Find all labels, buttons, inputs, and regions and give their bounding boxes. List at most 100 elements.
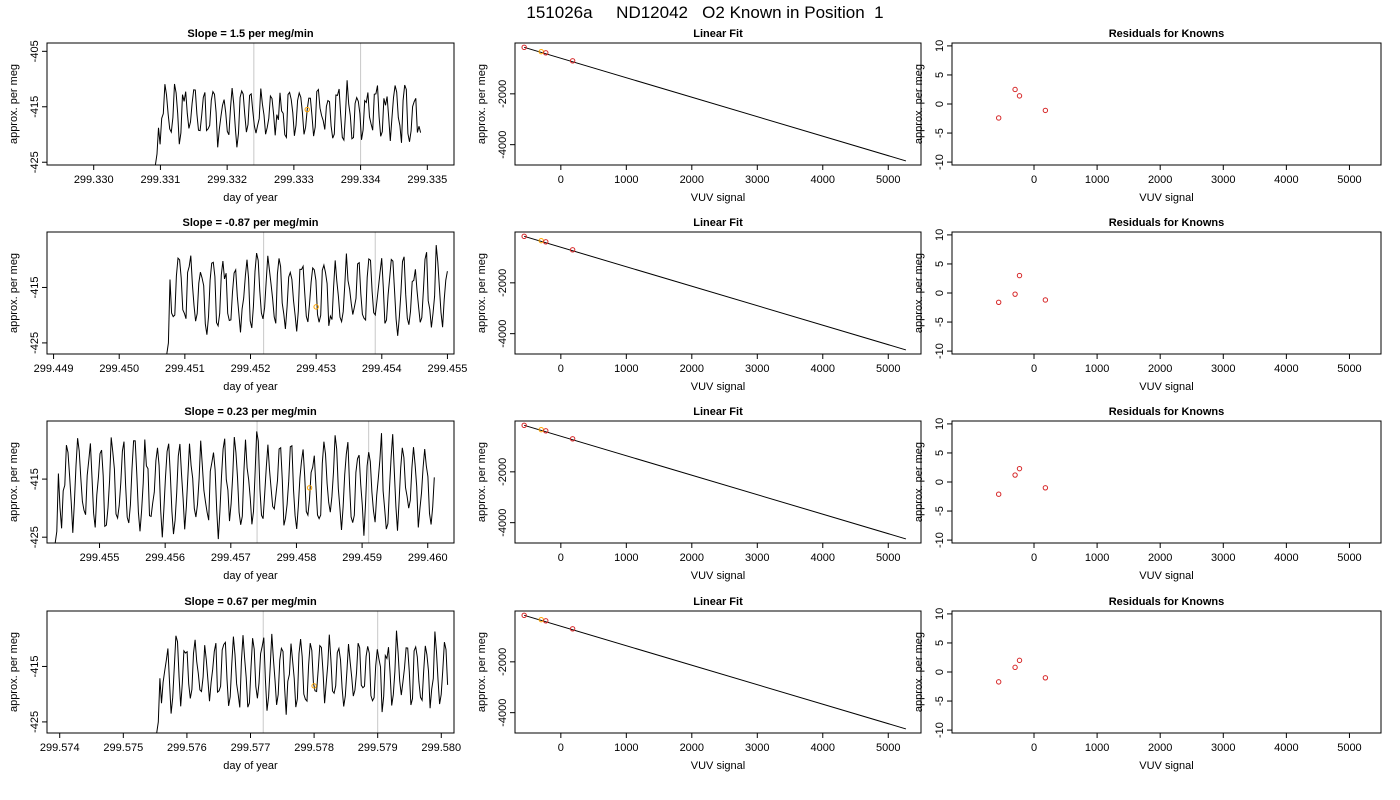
data-point — [569, 626, 576, 632]
fit-line — [524, 235, 907, 351]
y-tick-label: -4000 — [497, 509, 509, 537]
x-tick-label: 5000 — [1337, 174, 1361, 186]
panel-3-1: Linear Fit 0 1000 2000 3000 4000 5000 -2000 -400… — [476, 596, 922, 772]
x-tick-label: 0 — [558, 552, 564, 564]
y-tick-label: -415 — [29, 655, 41, 677]
x-tick-label: 3000 — [745, 363, 769, 375]
data-point — [569, 436, 576, 442]
x-tick-label: 3000 — [745, 174, 769, 186]
data-point — [1042, 297, 1049, 303]
plot-area — [521, 612, 907, 730]
y-axis-label: approx. per meg — [476, 632, 488, 712]
panel-2-0: Slope = 0.23 per meg/min 299.455 299.456 29… — [8, 406, 455, 582]
y-tick-label: -425 — [29, 711, 41, 733]
x-tick-label: 1000 — [614, 363, 638, 375]
y-tick-label: -5 — [934, 506, 946, 516]
x-tick-label: 299.449 — [34, 363, 74, 375]
fit-line — [524, 614, 907, 730]
x-axis-label: day of year — [223, 381, 278, 393]
y-axis-label: approx. per meg — [8, 632, 20, 712]
data-point — [1016, 657, 1023, 664]
y-axis-label: approx. per meg — [476, 64, 488, 144]
data-point — [1012, 472, 1018, 478]
x-tick-label: 3000 — [745, 552, 769, 564]
data-point — [543, 428, 549, 434]
marker-point — [311, 683, 317, 689]
x-tick-label: 299.330 — [74, 174, 114, 186]
data-point — [1042, 107, 1049, 114]
panel-title: Residuals for Knowns — [1109, 406, 1225, 418]
panel-1-1: Linear Fit 0 1000 2000 3000 4000 5000 -2000 -400… — [476, 217, 922, 393]
x-axis-label: day of year — [223, 760, 278, 772]
x-tick-label: 0 — [558, 363, 564, 375]
y-tick-label: -415 — [29, 468, 41, 490]
panel-frame — [46, 420, 455, 544]
x-axis-label: VUV signal — [691, 192, 745, 204]
x-tick-label: 1000 — [1085, 174, 1109, 186]
x-axis-label: VUV signal — [1139, 760, 1193, 772]
x-axis-label: VUV signal — [691, 760, 745, 772]
panel-title: Linear Fit — [693, 596, 743, 608]
x-tick-label: 299.460 — [408, 552, 448, 564]
data-point — [543, 239, 549, 245]
panel-title: Linear Fit — [693, 406, 743, 418]
x-tick-label: 0 — [1031, 742, 1037, 754]
data-point — [1016, 465, 1023, 472]
panel-1-0: Slope = -0.87 per meg/min 299.449 299.450 2… — [8, 217, 467, 393]
plot-area — [156, 611, 449, 733]
x-tick-label: 0 — [558, 174, 564, 186]
plot-area — [521, 44, 907, 162]
panel-title: Residuals for Knowns — [1109, 217, 1225, 229]
panel-title: Residuals for Knowns — [1109, 596, 1225, 608]
x-axis-label: VUV signal — [1139, 192, 1193, 204]
data-point — [1012, 664, 1018, 671]
x-tick-label: 2000 — [1148, 742, 1172, 754]
y-tick-label: -4000 — [497, 131, 509, 159]
x-tick-label: 3000 — [1211, 363, 1235, 375]
y-tick-label: 10 — [934, 229, 946, 241]
x-tick-label: 299.577 — [231, 742, 271, 754]
data-point — [1042, 485, 1049, 491]
panel-frame — [514, 610, 922, 734]
panel-2-1: Linear Fit 0 1000 2000 3000 4000 5000 -2000 -400… — [476, 406, 922, 582]
y-tick-label: 0 — [934, 290, 946, 296]
y-tick-label: -2000 — [497, 80, 509, 108]
x-tick-label: 2000 — [1148, 174, 1172, 186]
x-tick-label: 5000 — [1337, 552, 1361, 564]
y-axis-label: approx. per meg — [8, 64, 20, 144]
x-tick-label: 299.333 — [274, 174, 314, 186]
y-tick-label: -5 — [934, 128, 946, 138]
panel-0-0: Slope = 1.5 per meg/min 299.330 299.331 299… — [8, 28, 455, 204]
y-tick-label: 0 — [934, 479, 946, 485]
x-axis-label: VUV signal — [691, 570, 745, 582]
y-tick-label: -10 — [934, 154, 946, 170]
data-point — [1012, 86, 1018, 93]
x-tick-label: 5000 — [876, 742, 900, 754]
plot-area — [521, 422, 907, 540]
x-tick-label: 0 — [1031, 363, 1037, 375]
x-tick-label: 1000 — [614, 742, 638, 754]
x-tick-label: 299.335 — [407, 174, 447, 186]
y-tick-label: 0 — [934, 669, 946, 675]
panel-1-2: Residuals for Knowns 0 1000 2000 3000 4000 500… — [913, 217, 1382, 393]
x-tick-label: 299.457 — [211, 552, 251, 564]
x-tick-label: 0 — [558, 742, 564, 754]
y-tick-label: -405 — [29, 40, 41, 62]
y-tick-label: -4000 — [497, 699, 509, 727]
x-tick-label: 2000 — [680, 174, 704, 186]
data-point — [521, 44, 527, 51]
marker-point — [306, 485, 313, 491]
x-tick-label: 5000 — [1337, 742, 1361, 754]
x-tick-label: 2000 — [680, 552, 704, 564]
panel-frame — [46, 42, 455, 166]
y-tick-label: 10 — [934, 40, 946, 52]
panel-frame — [46, 231, 455, 355]
y-tick-label: 5 — [934, 72, 946, 78]
panel-frame — [514, 42, 922, 166]
plot-area — [166, 232, 448, 354]
x-tick-label: 4000 — [1274, 174, 1298, 186]
x-tick-label: 1000 — [1085, 742, 1109, 754]
y-tick-label: 0 — [934, 101, 946, 107]
data-point — [521, 612, 527, 619]
